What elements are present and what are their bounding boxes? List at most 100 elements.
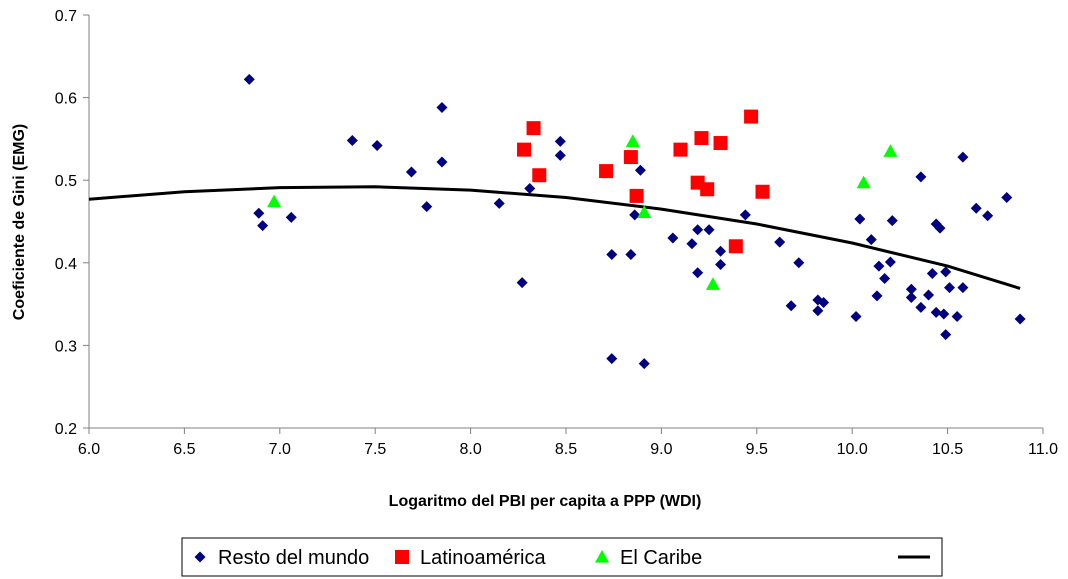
- y-tick-label: 0.5: [55, 173, 77, 190]
- data-point-diamond: [243, 73, 255, 85]
- data-point-square: [713, 136, 728, 151]
- x-tick-label: 10.0: [837, 441, 868, 458]
- data-point-diamond: [715, 245, 727, 257]
- legend-swatch-diamond: [194, 551, 206, 563]
- data-point-diamond: [524, 182, 536, 194]
- data-point-diamond: [915, 301, 927, 313]
- data-point-diamond: [886, 215, 898, 227]
- series-1: [517, 109, 770, 254]
- data-point-triangle: [856, 175, 871, 189]
- data-point-diamond: [257, 220, 269, 232]
- data-point-diamond: [405, 166, 417, 178]
- x-tick-label: 10.5: [932, 441, 963, 458]
- data-point-diamond: [850, 310, 862, 322]
- legend: Resto del mundo Latinoamérica El Caribe: [181, 537, 943, 577]
- data-point-diamond: [493, 197, 505, 209]
- data-point-diamond: [436, 102, 448, 114]
- data-point-diamond: [554, 149, 566, 161]
- data-point-diamond: [606, 249, 618, 261]
- data-point-diamond: [739, 209, 751, 221]
- data-point-triangle: [625, 134, 640, 147]
- data-point-diamond: [703, 224, 715, 236]
- x-tick-label: 9.0: [650, 441, 672, 458]
- data-point-diamond: [957, 151, 969, 163]
- data-point-diamond: [940, 266, 952, 278]
- data-point-square: [599, 164, 614, 179]
- data-point-diamond: [634, 164, 646, 176]
- data-point-diamond: [793, 257, 805, 269]
- series-2: [267, 134, 898, 290]
- data-point-diamond: [982, 210, 994, 222]
- data-point-diamond: [346, 135, 358, 147]
- series-0: [243, 73, 1026, 370]
- data-point-diamond: [692, 267, 704, 279]
- x-tick-label: 9.5: [746, 441, 768, 458]
- data-point-diamond: [879, 272, 891, 284]
- data-point-square: [755, 184, 770, 199]
- data-point-diamond: [253, 207, 265, 219]
- data-point-diamond: [884, 256, 896, 268]
- data-point-diamond: [554, 135, 566, 147]
- data-point-diamond: [774, 236, 786, 248]
- y-axis: 0.2 0.3 0.4 0.5 0.6 0.7: [55, 8, 90, 438]
- data-point-diamond: [957, 282, 969, 294]
- data-point-diamond: [667, 232, 679, 244]
- y-tick-label: 0.2: [55, 421, 77, 438]
- data-point-diamond: [930, 306, 942, 318]
- data-point-diamond: [818, 296, 830, 308]
- data-point-square: [694, 131, 709, 146]
- data-point-square: [517, 142, 532, 157]
- data-point-diamond: [686, 238, 698, 250]
- data-point-square: [673, 142, 688, 157]
- y-tick-label: 0.7: [55, 8, 77, 25]
- data-point-square: [700, 182, 715, 197]
- x-tick-label: 6.0: [78, 441, 100, 458]
- data-point-square: [532, 168, 547, 183]
- data-point-square: [629, 188, 644, 203]
- legend-swatch-square: [395, 550, 409, 564]
- x-tick-label: 7.0: [269, 441, 291, 458]
- data-point-diamond: [606, 353, 618, 365]
- data-point-diamond: [905, 291, 917, 303]
- x-axis-title: Logaritmo del PBI per capita a PPP (WDI): [389, 493, 702, 510]
- data-point-diamond: [940, 329, 952, 341]
- y-tick-label: 0.6: [55, 91, 77, 108]
- data-point-diamond: [926, 268, 938, 280]
- data-point-square: [744, 109, 759, 124]
- data-point-diamond: [970, 202, 982, 214]
- data-point-diamond: [625, 249, 637, 261]
- x-axis: 6.0 6.5 7.0 7.5 8.0 8.5 9.0 9.5 10.0 10.5 11.0: [78, 427, 1058, 458]
- data-point-diamond: [371, 140, 383, 152]
- data-point-diamond: [865, 234, 877, 246]
- data-point-diamond: [285, 211, 297, 223]
- data-point-diamond: [421, 201, 433, 213]
- data-point-diamond: [905, 283, 917, 295]
- data-point-diamond: [715, 258, 727, 270]
- y-tick-label: 0.4: [55, 256, 77, 273]
- data-point-square: [623, 150, 638, 165]
- data-point-triangle: [267, 194, 282, 208]
- data-point-diamond: [1001, 192, 1013, 204]
- data-point-diamond: [938, 308, 950, 320]
- legend-box: [181, 537, 943, 577]
- data-point-diamond: [1014, 313, 1026, 325]
- data-point-diamond: [873, 260, 885, 272]
- trend-line: [88, 185, 1021, 290]
- data-point-square: [526, 121, 541, 136]
- data-point-triangle: [705, 277, 720, 290]
- data-point-diamond: [923, 289, 935, 301]
- x-tick-label: 6.5: [173, 441, 195, 458]
- data-point-diamond: [692, 224, 704, 236]
- x-tick-label: 8.5: [555, 441, 577, 458]
- data-point-square: [728, 239, 743, 254]
- data-point-diamond: [629, 209, 641, 221]
- data-point-diamond: [934, 222, 946, 234]
- data-point-diamond: [516, 277, 528, 289]
- legend-swatch-triangle: [595, 550, 609, 563]
- series-layer: [88, 73, 1026, 370]
- y-axis-title: Coeficiente de Gini (EMG): [11, 124, 28, 320]
- data-point-triangle: [883, 144, 898, 157]
- legend-label: El Caribe: [620, 547, 702, 569]
- y-tick-label: 0.3: [55, 338, 77, 355]
- data-point-triangle: [637, 205, 652, 219]
